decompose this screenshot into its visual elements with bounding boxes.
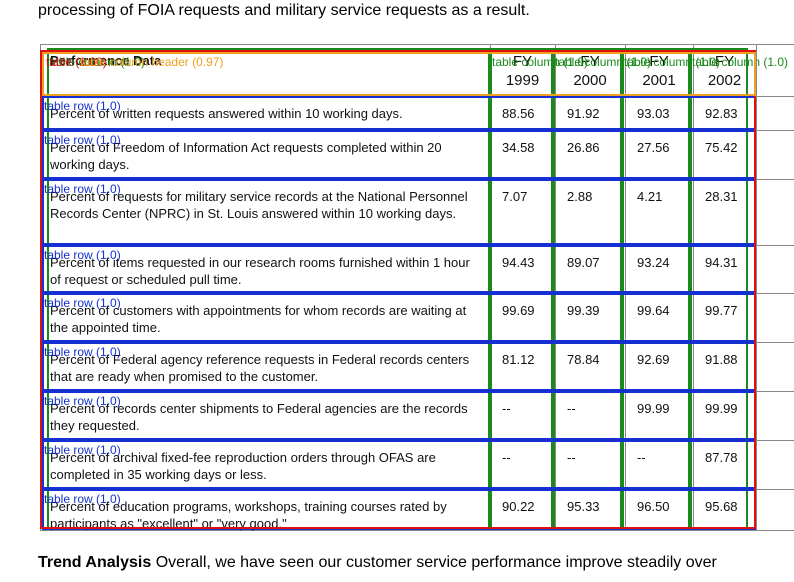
value-cell: 81.12 xyxy=(502,352,535,367)
value-cell: -- xyxy=(502,401,511,416)
row-annotation-label: table row (1.0) xyxy=(44,394,121,408)
value-cell: -- xyxy=(637,450,646,465)
value-cell: 75.42 xyxy=(705,140,738,155)
value-cell: 99.77 xyxy=(705,303,738,318)
column-annotation-label: table column (1.0) xyxy=(555,55,652,69)
row-annotation-label: table row (1.0) xyxy=(44,296,121,310)
grid-line xyxy=(625,44,626,530)
trend-title: Trend Analysis xyxy=(38,554,152,571)
header-cell: FY 2002 xyxy=(707,53,742,89)
row-label: Percent of records center shipments to F… xyxy=(50,401,468,433)
value-cell: 99.99 xyxy=(637,401,670,416)
column-annotation-label: table column (1.0) xyxy=(624,55,721,69)
row-label: Percent of items requested in our resear… xyxy=(50,255,470,287)
value-cell: 91.88 xyxy=(705,352,738,367)
column-annotation-label: table column (1.0) xyxy=(692,55,789,69)
trend-text: Overall, we have seen our customer servi… xyxy=(155,554,717,571)
header-annotation-box xyxy=(42,52,756,96)
value-cell: 95.33 xyxy=(567,499,600,514)
grid-line xyxy=(555,44,556,530)
value-cell: 99.99 xyxy=(705,401,738,416)
value-cell: -- xyxy=(567,450,576,465)
value-cell: -- xyxy=(567,401,576,416)
value-cell: 93.24 xyxy=(637,255,670,270)
value-cell: 96.50 xyxy=(637,499,670,514)
value-cell: 94.31 xyxy=(705,255,738,270)
value-cell: 78.84 xyxy=(567,352,600,367)
grid-line xyxy=(756,44,757,530)
row-label: Percent of archival fixed-fee reproducti… xyxy=(50,450,436,482)
row-label: Percent of written requests answered wit… xyxy=(50,106,403,121)
row-label: Percent of Federal agency reference requ… xyxy=(50,352,470,384)
column-annotation-label: table column (1.0) xyxy=(49,55,146,69)
row-label: Percent of Freedom of Information Act re… xyxy=(50,140,442,172)
value-cell: 88.56 xyxy=(502,106,535,121)
table-annotation-label: table (1.00) xyxy=(46,55,107,69)
value-cell: 92.69 xyxy=(637,352,670,367)
value-cell: 87.78 xyxy=(705,450,738,465)
value-cell: 92.83 xyxy=(705,106,738,121)
value-cell: 34.58 xyxy=(502,140,535,155)
value-cell: 89.07 xyxy=(567,255,600,270)
header-cell: FY 2000 xyxy=(573,53,607,89)
grid-line xyxy=(693,44,694,530)
value-cell: 99.64 xyxy=(637,303,670,318)
value-cell: 26.86 xyxy=(567,140,600,155)
value-cell: 99.39 xyxy=(567,303,600,318)
column-annotation-label: table column (1.0) xyxy=(492,55,589,69)
value-cell: 90.22 xyxy=(502,499,535,514)
value-cell: 99.69 xyxy=(502,303,535,318)
value-cell: 4.21 xyxy=(637,189,663,204)
value-cell: 94.43 xyxy=(502,255,535,270)
intro-text: processing of FOIA requests and military… xyxy=(38,2,530,19)
grid-line xyxy=(40,530,794,531)
row-label: Percent of customers with appointments f… xyxy=(50,303,467,335)
row-annotation-label: table row (1.0) xyxy=(44,443,121,457)
header-cell: FY 2001 xyxy=(642,53,676,89)
row-annotation-label: table row (1.0) xyxy=(44,345,121,359)
row-label: Percent of requests for military service… xyxy=(50,189,468,221)
value-cell: 2.88 xyxy=(567,189,593,204)
header-cell: Performance Data xyxy=(50,53,162,68)
row-annotation-label: table row (1.0) xyxy=(44,248,121,262)
value-cell: 95.68 xyxy=(705,499,738,514)
grid-line xyxy=(40,44,794,45)
value-cell: 7.07 xyxy=(502,189,528,204)
value-cell: 93.03 xyxy=(637,106,670,121)
value-cell: 27.56 xyxy=(637,140,670,155)
value-cell: 91.92 xyxy=(567,106,600,121)
header-annotation-label: table column header (0.97) xyxy=(80,55,224,69)
value-cell: 28.31 xyxy=(705,189,738,204)
row-annotation-label: table row (1.0) xyxy=(44,133,121,147)
table-annotation-box xyxy=(40,50,756,529)
value-cell: -- xyxy=(502,450,511,465)
row-annotation-label: table row (1.0) xyxy=(44,99,121,113)
row-annotation-label: table row (1.0) xyxy=(44,182,121,196)
header-cell: FY 1999 xyxy=(505,53,540,89)
trend-paragraph: Trend Analysis Overall, we have seen our… xyxy=(38,554,717,572)
row-annotation-label: table row (1.0) xyxy=(44,492,121,506)
